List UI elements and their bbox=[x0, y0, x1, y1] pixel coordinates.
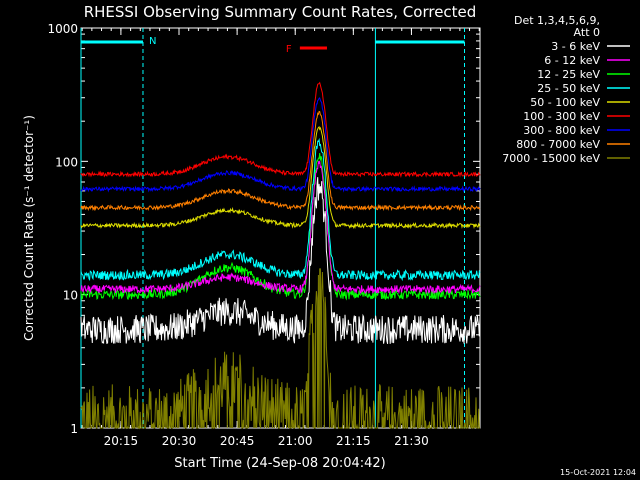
y-tick-label: 1000 bbox=[47, 22, 78, 36]
night-label: N bbox=[149, 36, 156, 47]
legend-entry-label: 3 - 6 keV bbox=[551, 40, 600, 53]
series-line bbox=[80, 125, 481, 230]
y-axis-label: Corrected Count Rate (s⁻¹ detector⁻¹) bbox=[22, 115, 36, 341]
legend-entry-label: 50 - 100 keV bbox=[530, 96, 600, 109]
series-line bbox=[80, 97, 481, 193]
x-axis-label: Start Time (24-Sep-08 20:04:42) bbox=[174, 456, 385, 471]
legend-entry-label: 300 - 800 keV bbox=[523, 124, 600, 137]
legend-entry-label: 6 - 12 keV bbox=[544, 54, 600, 67]
series-layer bbox=[80, 81, 481, 430]
legend-entry-label: 100 - 300 keV bbox=[523, 110, 600, 123]
flare-label: F bbox=[286, 44, 292, 55]
y-tick-label: 1 bbox=[70, 422, 78, 436]
legend-header: Att 0 bbox=[574, 26, 600, 39]
series-line bbox=[80, 160, 481, 295]
chart-title: RHESSI Observing Summary Count Rates, Co… bbox=[84, 3, 477, 21]
y-axis-label-group: Corrected Count Rate (s⁻¹ detector⁻¹) bbox=[22, 115, 36, 341]
legend-entry-label: 7000 - 15000 keV bbox=[502, 152, 600, 165]
x-tick-label: 21:30 bbox=[394, 434, 429, 448]
footer-date: 15-Oct-2021 12:04 bbox=[560, 468, 636, 477]
x-tick-label: 21:15 bbox=[336, 434, 371, 448]
x-tick-label: 20:15 bbox=[104, 434, 139, 448]
y-tick-label: 100 bbox=[55, 155, 78, 169]
series-line bbox=[80, 110, 481, 212]
x-tick-label: 21:00 bbox=[278, 434, 313, 448]
series-line bbox=[80, 81, 481, 178]
series-line bbox=[80, 137, 481, 282]
y-tick-label: 10 bbox=[63, 289, 78, 303]
night-markers bbox=[80, 28, 466, 428]
x-tick-label: 20:30 bbox=[162, 434, 197, 448]
legend-entry-label: 800 - 7000 keV bbox=[516, 138, 600, 151]
annotation-layer: NF bbox=[149, 36, 327, 55]
legend-header: Det 1,3,4,5,6,9, bbox=[514, 14, 600, 27]
legend-entry-label: 25 - 50 keV bbox=[537, 82, 600, 95]
x-tick-label: 20:45 bbox=[220, 434, 255, 448]
legend-entry-label: 12 - 25 keV bbox=[537, 68, 600, 81]
series-line bbox=[80, 177, 481, 345]
series-line bbox=[80, 268, 480, 430]
